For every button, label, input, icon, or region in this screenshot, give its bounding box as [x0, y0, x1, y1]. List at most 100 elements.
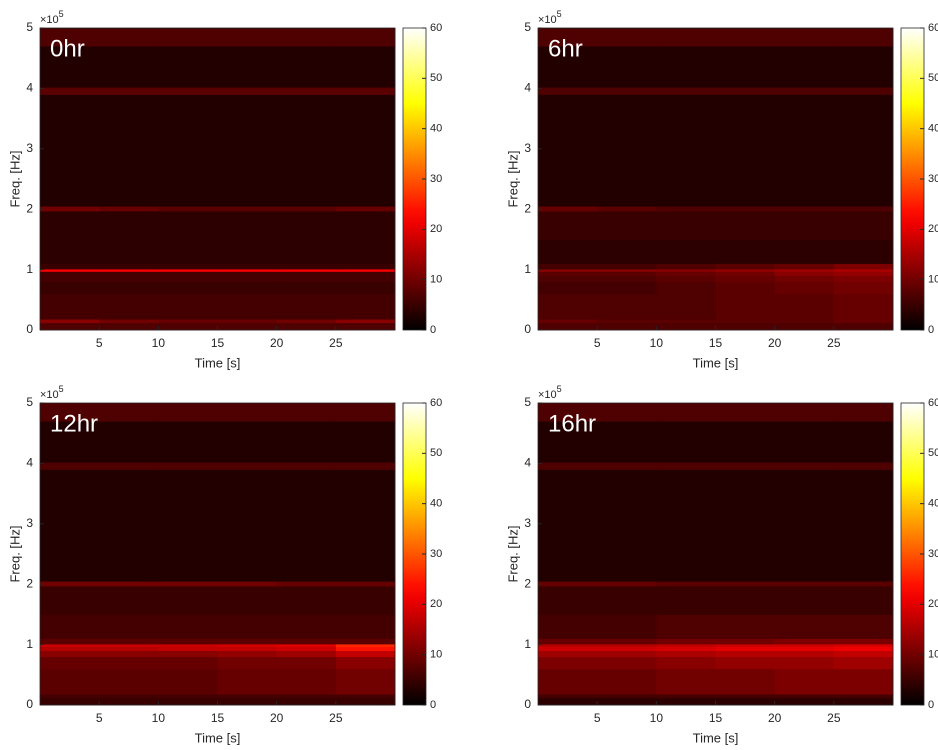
heat-cell: [656, 211, 716, 240]
heat-cell: [158, 586, 218, 615]
heat-cell: [715, 643, 776, 647]
heat-cell: [833, 462, 894, 470]
x-tick-label: 20: [270, 711, 284, 725]
x-tick-label: 15: [709, 711, 723, 725]
y-exponent: ×105: [538, 9, 562, 26]
heat-cell: [99, 462, 159, 470]
heat-cell: [656, 643, 716, 647]
x-tick-label: 25: [329, 711, 343, 725]
heat-cell: [217, 614, 278, 639]
heat-cell: [99, 646, 159, 652]
heat-cell: [158, 421, 218, 463]
heat-cell: [538, 656, 598, 670]
heat-cell: [335, 211, 396, 240]
heat-cell: [833, 614, 894, 639]
heat-cell: [276, 614, 337, 639]
heat-cell: [335, 268, 396, 272]
heat-cell: [158, 94, 218, 207]
heat-cell: [597, 421, 657, 463]
heat-cell: [597, 614, 657, 639]
y-tick-label: 5: [524, 20, 531, 34]
heat-cell: [538, 586, 598, 615]
heat-cell: [656, 87, 716, 95]
heat-cell: [40, 586, 100, 615]
heat-cell: [774, 462, 835, 470]
colorbar-tick-label: 50: [928, 447, 938, 459]
heat-cell: [40, 650, 100, 658]
panel-label: 6hr: [548, 35, 583, 62]
colorbar-tick-label: 60: [430, 397, 442, 409]
heat-cell: [276, 668, 337, 695]
heat-cell: [833, 697, 894, 706]
heat-cell: [656, 421, 716, 463]
heat-cell: [656, 263, 716, 270]
heat-cell: [597, 268, 657, 272]
x-tick-label: 25: [827, 711, 841, 725]
heat-cell: [99, 94, 159, 207]
heat-cell: [597, 694, 657, 699]
heat-cell: [597, 94, 657, 207]
heat-cell: [774, 28, 835, 47]
heat-cell: [158, 239, 218, 264]
heat-cell: [538, 268, 598, 272]
heat-cell: [774, 668, 835, 695]
heat-cell: [158, 697, 218, 706]
heat-cell: [833, 469, 894, 582]
heat-cell: [99, 421, 159, 463]
colorbar-tick-label: 50: [430, 447, 442, 459]
heat-cell: [715, 581, 776, 587]
heat-cell: [774, 643, 835, 647]
colorbar-tick-label: 20: [430, 598, 442, 610]
heat-cell: [774, 646, 835, 652]
heat-cell: [833, 46, 894, 88]
heat-cell: [715, 87, 776, 95]
heat-cell: [276, 271, 337, 277]
heat-cell: [538, 668, 598, 695]
colorbar-tick-label: 30: [928, 548, 938, 560]
heat-cell: [774, 275, 835, 283]
y-tick-label: 4: [26, 456, 33, 470]
heat-cell: [715, 650, 776, 658]
heat-cell: [715, 211, 776, 240]
heat-cell: [276, 643, 337, 647]
y-tick-label: 2: [524, 201, 531, 215]
heat-cell: [276, 650, 337, 658]
y-tick-label: 2: [524, 576, 531, 590]
heat-cell: [335, 638, 396, 645]
heat-cell: [538, 421, 598, 463]
heat-cell: [99, 263, 159, 270]
y-tick-label: 2: [26, 576, 33, 590]
heat-cell: [335, 643, 396, 647]
heat-cell: [597, 581, 657, 587]
y-tick-label: 5: [26, 395, 33, 409]
colorbar-tick-label: 10: [928, 649, 938, 661]
heat-cell: [656, 656, 716, 670]
heat-cell: [158, 46, 218, 88]
x-tick-label: 15: [211, 336, 225, 350]
heat-cell: [833, 211, 894, 240]
heat-cell: [715, 28, 776, 47]
y-tick-label: 3: [26, 516, 33, 530]
heat-cell: [158, 643, 218, 647]
heat-cell: [774, 293, 835, 320]
heat-cell: [40, 469, 100, 582]
heat-cell: [656, 638, 716, 645]
heat-cell: [158, 650, 218, 658]
heat-cell: [276, 275, 337, 283]
y-exponent-base: ×10: [40, 389, 59, 401]
colorbar-tick-label: 30: [928, 173, 938, 185]
x-axis-label: Time [s]: [195, 355, 241, 370]
heat-cell: [158, 206, 218, 212]
heat-cell: [833, 271, 894, 277]
heat-cell: [833, 275, 894, 283]
colorbar-tick-label: 60: [928, 22, 938, 34]
y-exponent-power: 5: [59, 384, 64, 394]
heat-cell: [335, 694, 396, 699]
heat-cell: [715, 268, 776, 272]
heat-cell: [597, 462, 657, 470]
heat-cell: [715, 638, 776, 645]
heat-cell: [335, 87, 396, 95]
heat-cell: [656, 469, 716, 582]
x-tick-label: 25: [329, 336, 343, 350]
heat-cell: [597, 586, 657, 615]
